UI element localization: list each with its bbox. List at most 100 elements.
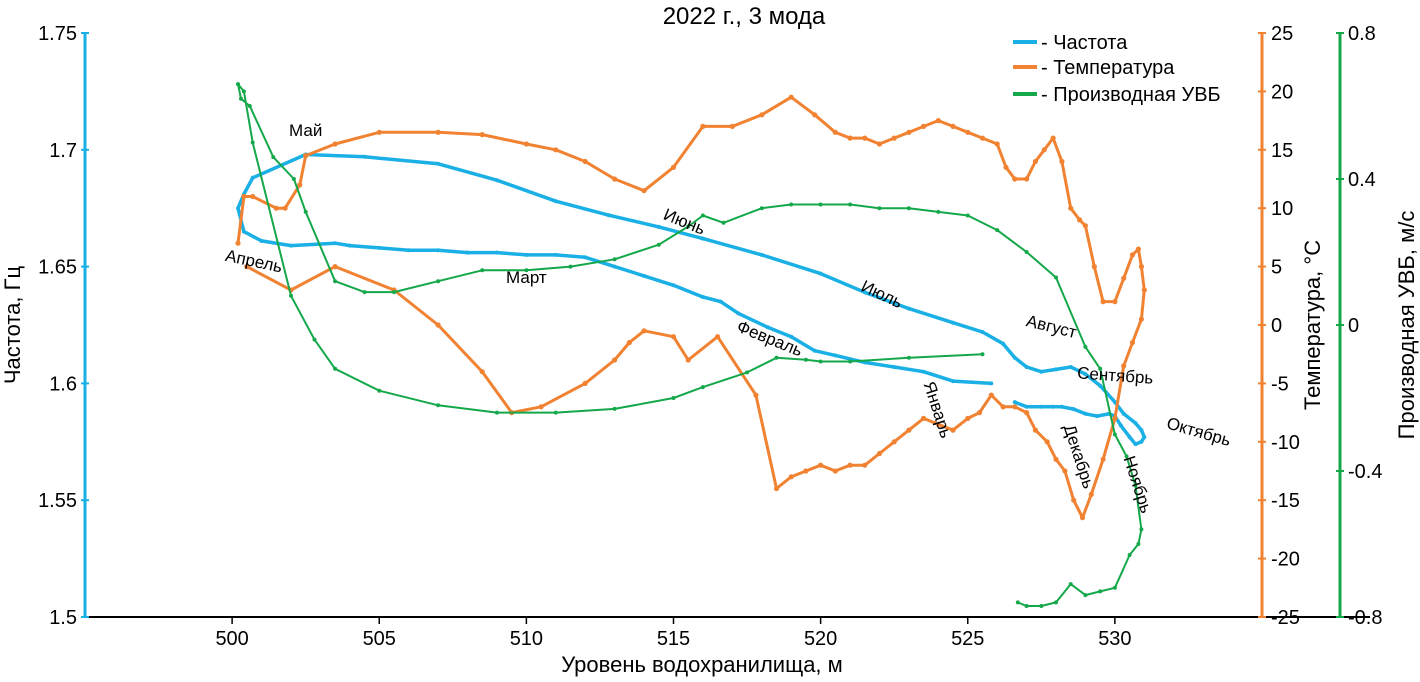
data-point-temperature xyxy=(1024,410,1030,416)
data-point-uvb-derivative xyxy=(436,279,441,284)
data-point-uvb-derivative xyxy=(377,388,382,393)
data-point-temperature xyxy=(273,205,279,211)
data-point-uvb-derivative xyxy=(818,359,823,364)
data-point-uvb-derivative xyxy=(965,213,970,218)
data-point-temperature xyxy=(1082,223,1088,229)
data-point-uvb-derivative xyxy=(1068,582,1073,587)
data-point-temperature xyxy=(729,123,736,129)
left-axis-label: Частота, Гц xyxy=(0,265,25,384)
data-point-temperature xyxy=(241,193,247,200)
data-point-uvb-derivative xyxy=(494,410,499,415)
data-point-temperature xyxy=(1003,164,1009,170)
temp-tick-label: 25 xyxy=(1271,23,1293,45)
data-point-temperature xyxy=(435,322,441,328)
data-point-temperature xyxy=(553,147,559,153)
data-point-frequency xyxy=(1039,369,1044,374)
data-point-uvb-derivative xyxy=(312,337,317,342)
data-point-frequency xyxy=(1083,411,1088,416)
data-point-uvb-derivative xyxy=(1139,527,1144,532)
data-point-uvb-derivative xyxy=(877,206,882,211)
data-point-temperature xyxy=(523,141,530,147)
temp-tick-label: 0 xyxy=(1271,315,1282,337)
data-point-uvb-derivative xyxy=(1024,250,1029,254)
data-point-frequency xyxy=(718,299,723,304)
data-point-temperature xyxy=(1062,468,1068,474)
data-point-uvb-derivative xyxy=(1098,589,1103,594)
data-point-temperature xyxy=(1100,299,1106,305)
data-point-frequency xyxy=(1071,407,1076,412)
data-point-temperature xyxy=(1000,404,1006,410)
uvb-axis-label: Производная УВБ, м/с xyxy=(1394,211,1419,440)
data-point-frequency xyxy=(1012,400,1017,405)
data-point-uvb-derivative xyxy=(700,385,705,390)
data-point-temperature xyxy=(965,129,971,135)
data-point-frequency xyxy=(759,252,764,257)
legend-label-frequency: - Частота xyxy=(1041,32,1128,54)
data-point-uvb-derivative xyxy=(774,355,779,360)
data-point-temperature xyxy=(1121,363,1127,369)
data-point-frequency xyxy=(700,295,705,299)
uvb-tick-label: 0.8 xyxy=(1348,23,1376,45)
data-point-temperature xyxy=(685,357,691,363)
x-tick-label: 530 xyxy=(1098,628,1131,650)
data-point-temperature xyxy=(297,182,303,188)
data-point-frequency xyxy=(347,243,352,248)
data-point-uvb-derivative xyxy=(936,209,941,214)
data-point-temperature xyxy=(876,141,883,147)
data-point-frequency xyxy=(951,379,955,384)
data-point-uvb-derivative xyxy=(333,279,338,284)
x-ticks: 500 505 510 515 520 525 530 xyxy=(215,617,1132,650)
data-point-frequency xyxy=(289,243,293,248)
data-point-temperature xyxy=(612,357,618,363)
data-point-frequency xyxy=(1068,365,1073,369)
data-point-temperature xyxy=(906,427,912,433)
data-point-uvb-derivative xyxy=(1112,585,1117,590)
data-point-temperature xyxy=(1044,439,1050,445)
data-point-temperature xyxy=(1077,217,1083,223)
data-point-temperature xyxy=(921,123,927,129)
data-point-temperature xyxy=(950,427,956,433)
data-point-temperature xyxy=(1129,339,1136,346)
data-point-uvb-derivative xyxy=(700,213,705,218)
data-point-temperature xyxy=(1088,491,1094,497)
data-point-uvb-derivative xyxy=(612,406,617,411)
data-point-uvb-derivative xyxy=(1098,366,1103,371)
data-point-uvb-derivative xyxy=(906,206,911,211)
data-point-temperature xyxy=(244,264,250,270)
data-point-temperature xyxy=(979,135,986,141)
data-point-temperature xyxy=(988,392,994,398)
data-point-temperature xyxy=(1032,158,1038,165)
data-point-temperature xyxy=(1129,252,1136,258)
data-point-frequency xyxy=(656,224,661,229)
data-point-uvb-derivative xyxy=(1039,604,1044,608)
data-point-temperature xyxy=(332,264,338,270)
data-point-frequency xyxy=(1039,404,1044,409)
data-point-frequency xyxy=(1127,435,1132,440)
data-point-temperature xyxy=(876,450,883,457)
data-point-frequency xyxy=(989,381,994,386)
data-point-frequency xyxy=(1083,372,1088,377)
data-point-uvb-derivative xyxy=(1133,483,1138,488)
data-point-uvb-derivative xyxy=(1127,553,1132,557)
data-point-uvb-derivative xyxy=(1054,600,1058,605)
temp-tick-label: -10 xyxy=(1271,432,1300,454)
data-point-uvb-derivative xyxy=(789,202,794,207)
data-point-uvb-derivative xyxy=(247,104,252,108)
data-point-temperature xyxy=(1138,264,1144,270)
data-point-temperature xyxy=(788,94,794,100)
data-point-frequency xyxy=(1001,341,1006,346)
data-point-temperature xyxy=(235,240,241,246)
data-point-temperature xyxy=(376,129,382,135)
x-axis-label: Уровень водохранилища, м xyxy=(561,652,843,677)
data-point-uvb-derivative xyxy=(1083,593,1088,598)
data-point-uvb-derivative xyxy=(1083,344,1088,349)
data-point-uvb-derivative xyxy=(848,202,853,207)
data-point-frequency xyxy=(833,353,838,358)
data-point-uvb-derivative xyxy=(239,96,243,101)
data-point-frequency xyxy=(1054,367,1058,372)
data-point-frequency xyxy=(1112,400,1117,405)
data-point-frequency xyxy=(553,199,558,204)
data-point-frequency xyxy=(494,250,499,255)
x-tick-label: 520 xyxy=(804,628,837,650)
